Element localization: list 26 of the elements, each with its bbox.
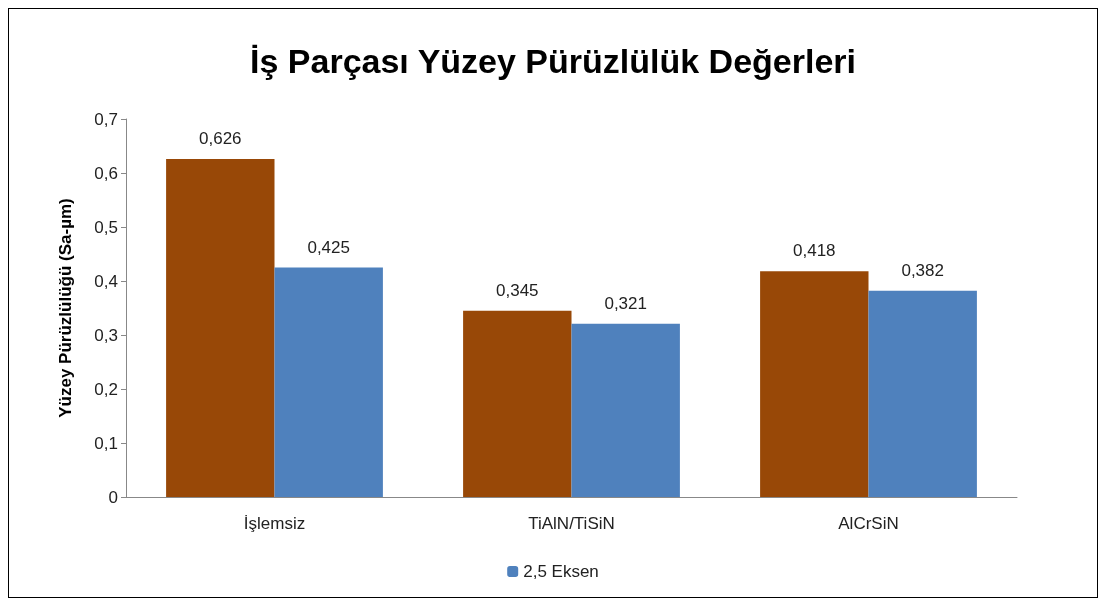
y-tick-label: 0,5 <box>94 217 118 237</box>
data-label: 0,425 <box>307 237 350 257</box>
data-label: 0,382 <box>901 260 944 280</box>
bar <box>274 267 383 497</box>
bar <box>571 323 680 497</box>
y-axis-title: Yüzey Pürüzlülüğü (Sa-µm) <box>56 198 75 418</box>
data-label: 0,321 <box>604 293 647 313</box>
x-tick-label: İşlemsiz <box>243 514 306 533</box>
legend-label: 2,5 Eksen <box>523 562 599 581</box>
x-tick-label: TiAlN/TiSiN <box>528 514 615 533</box>
y-tick-label: 0,6 <box>94 163 118 183</box>
bar <box>868 290 977 497</box>
x-tick-label: AlCrSiN <box>838 514 899 533</box>
y-tick-label: 0,1 <box>94 433 118 453</box>
bar <box>463 310 572 497</box>
y-tick-label: 0,2 <box>94 379 118 399</box>
y-tick-label: 0,7 <box>94 109 118 129</box>
bar <box>760 271 869 497</box>
data-label: 0,345 <box>496 280 539 300</box>
data-label: 0,418 <box>793 241 836 261</box>
y-tick-label: 0 <box>108 487 118 507</box>
y-tick-label: 0,3 <box>94 325 118 345</box>
data-label: 0,626 <box>199 128 242 148</box>
bar <box>166 158 275 497</box>
y-tick-label: 0,4 <box>94 271 118 291</box>
chart-title: İş Parçası Yüzey Pürüzlülük Değerleri <box>250 42 856 80</box>
